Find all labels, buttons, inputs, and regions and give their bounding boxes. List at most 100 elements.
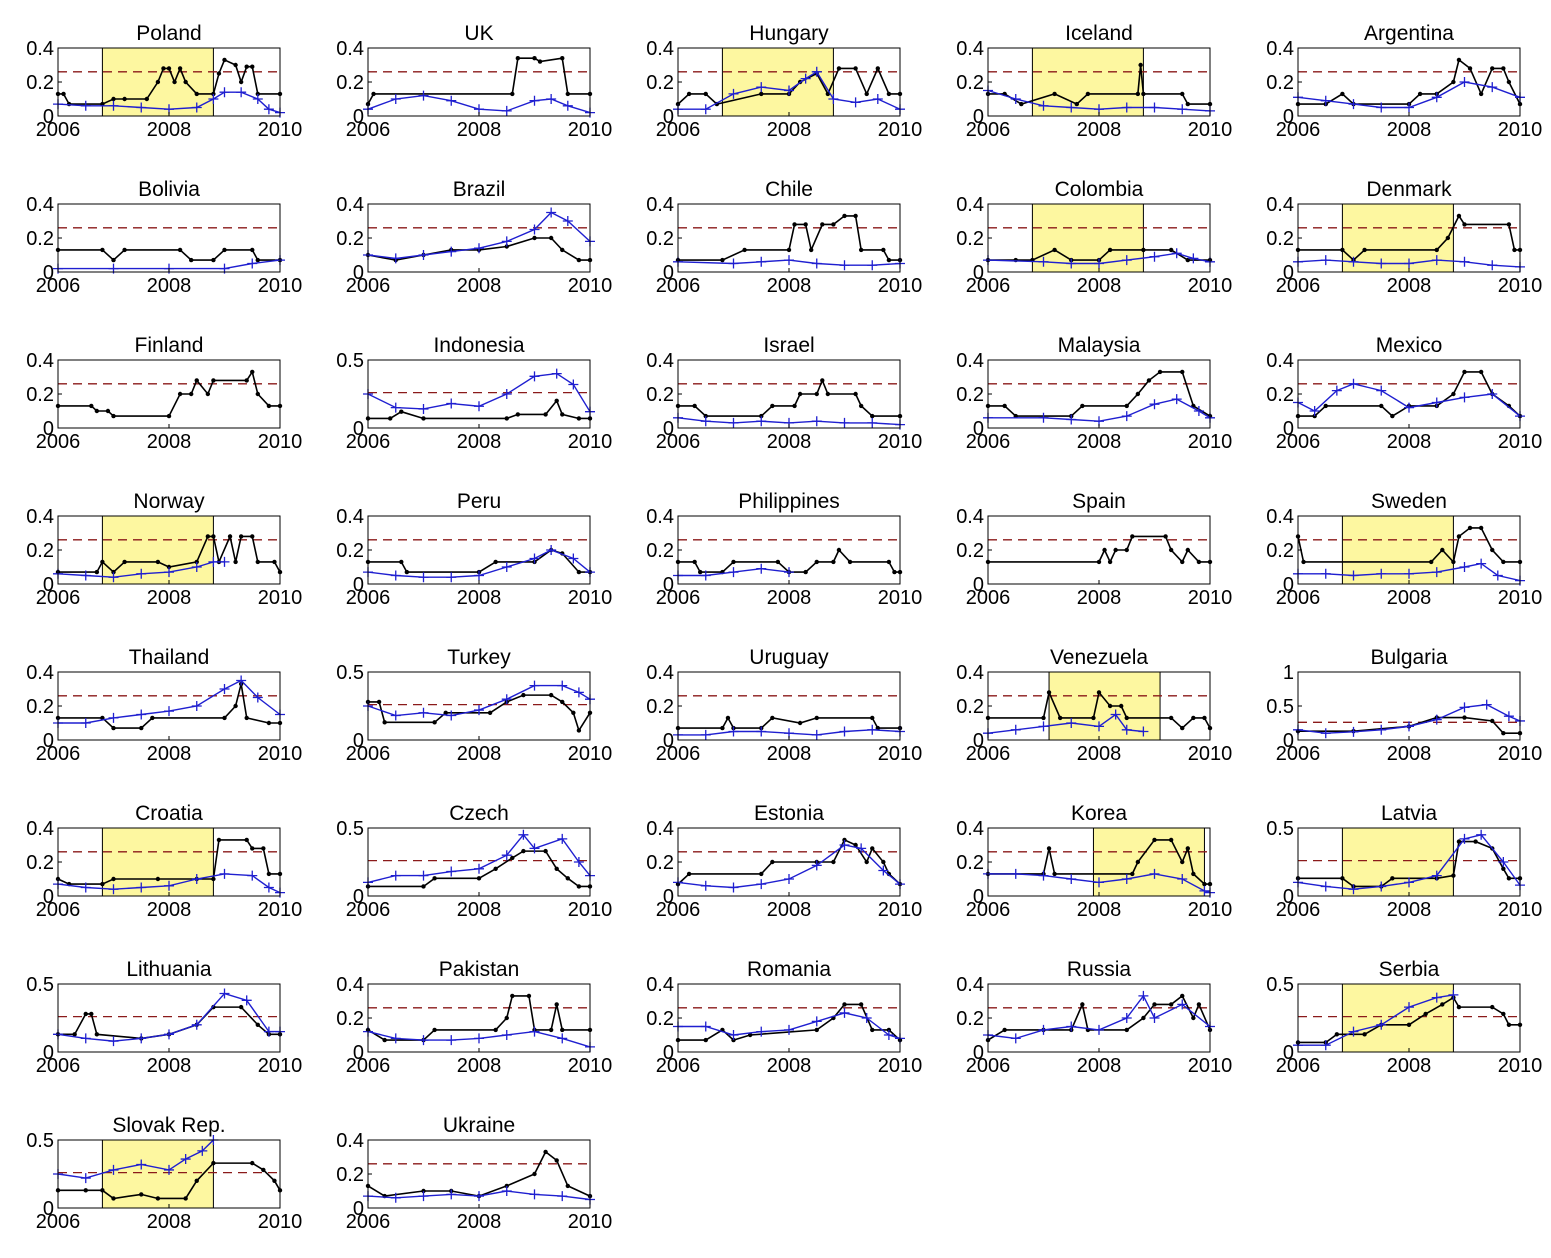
y-tick-label: 0.4 [956, 662, 984, 684]
black-series-point [825, 391, 831, 397]
black-series-point [521, 848, 526, 854]
blue-series-marker [252, 94, 263, 104]
black-series-point [870, 413, 875, 419]
x-tick-label: 2010 [878, 743, 923, 765]
black-series-point [510, 855, 515, 861]
y-tick-label: 0 [1283, 418, 1294, 440]
y-tick-label: 0.4 [646, 818, 674, 840]
black-series-point [686, 871, 692, 877]
blue-series-marker [1199, 885, 1210, 896]
panel-title: Finland [135, 334, 204, 357]
y-tick-label: 0 [43, 574, 54, 596]
blue-series-marker [518, 829, 529, 840]
x-tick-label: 2010 [1188, 587, 1233, 609]
x-tick-label: 2008 [1077, 899, 1122, 921]
panel-peru: Peru 0 0.2 0.4 2006 2008 2010 [336, 490, 612, 609]
black-series-point [250, 846, 255, 851]
black-series-point [183, 1196, 188, 1201]
black-series-point [1451, 873, 1456, 878]
y-tick-label: 0.4 [26, 194, 54, 216]
blue-series-marker [756, 879, 767, 890]
blue-series-marker [1448, 989, 1459, 1000]
x-tick-label: 2006 [656, 587, 701, 609]
black-series-line [368, 850, 590, 888]
panel-czech: Czech 0 0.5 2006 2008 2010 [336, 802, 612, 921]
panel-title: Malaysia [1058, 334, 1141, 357]
black-series-point [250, 534, 255, 539]
blue-series-marker [446, 1035, 457, 1046]
panel-title: Lithuania [126, 958, 212, 981]
x-tick-label: 2008 [1387, 431, 1432, 453]
black-series-point [1501, 1011, 1506, 1017]
blue-series-marker [573, 687, 584, 698]
x-tick-label: 2006 [1276, 899, 1321, 921]
black-series-point [1340, 91, 1345, 97]
x-tick-label: 2010 [1188, 119, 1233, 141]
blue-series-marker [1487, 82, 1498, 93]
blue-series-marker [1177, 104, 1188, 115]
black-series-point [111, 1196, 116, 1201]
blue-series-marker [180, 1154, 191, 1165]
blue-series-marker [1149, 868, 1160, 879]
black-series-point [382, 1037, 387, 1043]
black-series-point [731, 559, 736, 565]
black-series-point [1135, 391, 1141, 397]
black-series-point [515, 56, 521, 61]
black-series-point [1462, 222, 1467, 227]
y-tick-label: 0.4 [956, 974, 984, 996]
y-tick-label: 0.2 [336, 1008, 364, 1030]
x-tick-label: 2010 [568, 587, 613, 609]
blue-series-marker [208, 94, 219, 104]
y-tick-label: 0.4 [336, 506, 364, 528]
blue-series-marker [108, 712, 119, 723]
blue-series-marker [1066, 1021, 1077, 1032]
blue-series-marker [867, 724, 878, 735]
blue-series-marker [1498, 857, 1509, 867]
black-series-point [1180, 859, 1185, 865]
blue-series-marker [219, 868, 230, 879]
blue-series-line [367, 549, 591, 578]
black-series-point [233, 559, 238, 565]
black-series-point [1506, 1022, 1512, 1027]
x-tick-label: 2010 [258, 119, 303, 141]
blue-series-marker [1431, 992, 1442, 1003]
panel-title: Serbia [1379, 958, 1440, 981]
blue-series-marker [529, 843, 540, 854]
black-series-point [487, 710, 493, 715]
black-series-point [692, 403, 697, 409]
panel-title: Czech [449, 802, 509, 825]
panel-title: Thailand [129, 646, 210, 669]
black-series-point [1456, 839, 1462, 844]
blue-series-marker [883, 1030, 894, 1040]
blue-series-marker [1459, 77, 1470, 87]
panel-title: Denmark [1366, 178, 1452, 201]
panel-sweden: Sweden 0 0.2 0.4 2006 2008 2010 [1266, 490, 1542, 609]
x-tick-label: 2006 [966, 1055, 1011, 1077]
blue-series-marker [1110, 709, 1121, 720]
x-tick-label: 2010 [1498, 275, 1543, 297]
blue-series-marker [1487, 260, 1498, 271]
blue-series-marker [529, 95, 540, 106]
black-series-point [1180, 559, 1185, 565]
blue-series-marker [756, 726, 767, 737]
black-series-point [177, 391, 183, 397]
blue-series-marker [474, 1191, 484, 1202]
black-series-point [216, 71, 222, 76]
panel-latvia: Latvia 0 0.5 2006 2008 2010 [1266, 802, 1542, 921]
x-tick-label: 2008 [457, 899, 502, 921]
black-series-point [211, 876, 216, 882]
blue-series-marker [784, 567, 794, 578]
blue-series-marker [1348, 378, 1359, 389]
shaded-period [101, 515, 214, 585]
panel-bulgaria: Bulgaria 0 0.5 1 2006 2008 2010 [1266, 646, 1542, 765]
blue-series-marker [418, 1035, 429, 1046]
black-series-point [1141, 1015, 1146, 1021]
black-series-point [1113, 547, 1118, 553]
blue-series-marker [108, 100, 119, 111]
black-series-point [1456, 1004, 1462, 1010]
blue-series-marker [191, 701, 202, 711]
black-series-point [1052, 91, 1057, 97]
black-series-line [58, 369, 280, 417]
black-series-point [233, 62, 238, 68]
blue-series-marker [1149, 1013, 1160, 1023]
